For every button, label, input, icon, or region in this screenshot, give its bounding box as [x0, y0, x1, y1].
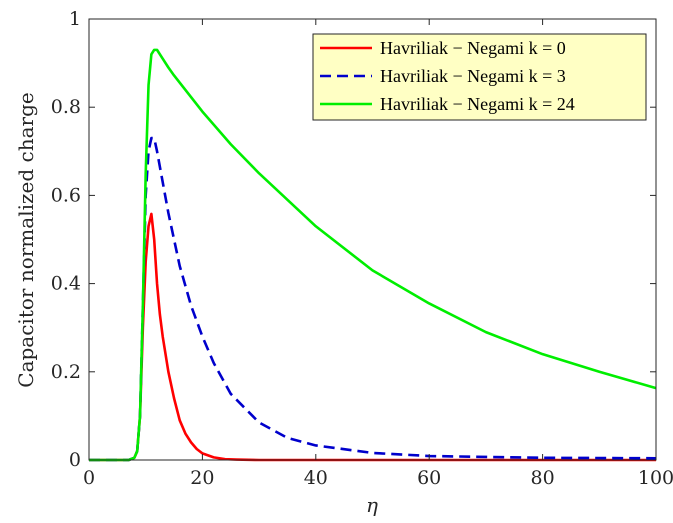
y-tick-label: 0.4	[51, 273, 81, 295]
y-tick-label: 0	[69, 449, 81, 471]
tick-layer: 0 20 40 60 80 100 0 0.2 0.4 0.6 0.8 1	[51, 8, 673, 489]
x-axis-title: η	[366, 493, 378, 517]
y-tick-label: 0.2	[51, 361, 81, 383]
x-tick-label: 0	[83, 467, 95, 489]
y-axis-title: Capacitor normalized charge	[14, 92, 38, 387]
legend-label-1: Havriliak − Negami k = 3	[380, 66, 566, 86]
y-tick-label: 0.6	[51, 184, 81, 206]
x-tick-label: 20	[190, 467, 214, 489]
y-tick-label: 0.8	[51, 96, 81, 118]
plot-frame	[88, 18, 657, 461]
x-tick-label: 80	[531, 467, 555, 489]
legend-label-0: Havriliak − Negami k = 0	[380, 38, 566, 58]
legend: Havriliak − Negami k = 0 Havriliak − Nega…	[312, 33, 647, 121]
series-line-2	[89, 48, 657, 462]
x-tick-label: 100	[638, 467, 673, 489]
x-tick-label: 60	[417, 467, 441, 489]
x-tick-label: 40	[304, 467, 328, 489]
y-tick-label: 1	[69, 8, 81, 30]
legend-label-2: Havriliak − Negami k = 24	[380, 94, 575, 114]
